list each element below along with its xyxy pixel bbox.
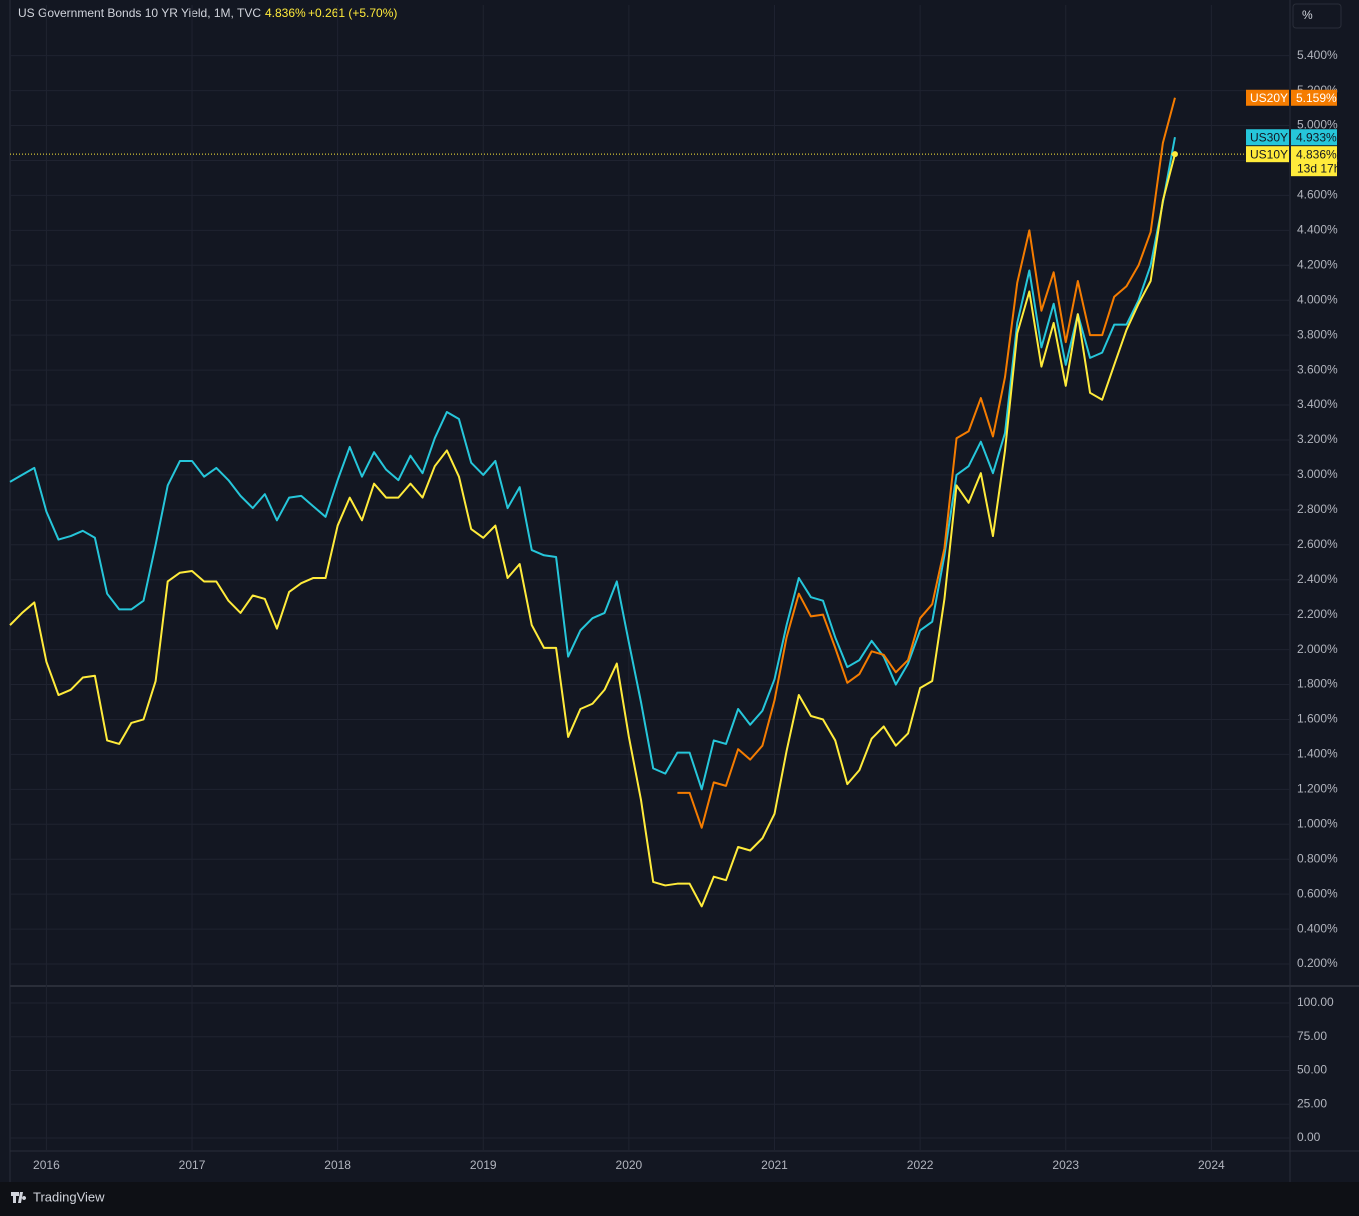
series-badge-name: US30Y: [1250, 130, 1288, 144]
y-tick-label: 0.200%: [1297, 956, 1338, 970]
series-line: [9, 137, 1176, 791]
y-tick-label: 0.400%: [1297, 921, 1338, 935]
value-badge-label: 4.836%: [1296, 147, 1337, 161]
y-tick-label: 5.000%: [1297, 118, 1338, 132]
value-badge: [1291, 89, 1337, 106]
value-badge: [1291, 129, 1337, 146]
series-badge: [1246, 129, 1289, 146]
y-tick-label: 4.400%: [1297, 223, 1338, 237]
x-tick-label: 2023: [1052, 1158, 1079, 1172]
y-tick-label: 3.400%: [1297, 397, 1338, 411]
last-point: [1171, 151, 1178, 158]
y-tick-label: 4.200%: [1297, 257, 1338, 271]
y-tick-label: 75.00: [1297, 1029, 1327, 1043]
y-tick-label: 50.00: [1297, 1063, 1327, 1077]
x-tick-label: 2021: [761, 1158, 788, 1172]
header-last: 4.836%: [265, 6, 306, 20]
y-tick-label: 0.600%: [1297, 886, 1338, 900]
y-tick-label: 2.600%: [1297, 537, 1338, 551]
y-tick-label: 2.400%: [1297, 572, 1338, 586]
x-tick-label: 2016: [33, 1158, 60, 1172]
y-tick-label: 3.800%: [1297, 327, 1338, 341]
value-badge-label: 5.159%: [1296, 91, 1337, 105]
y-tick-label: 3.600%: [1297, 362, 1338, 376]
x-tick-label: 2018: [324, 1158, 351, 1172]
y-tick-label: 0.800%: [1297, 851, 1338, 865]
x-tick-label: 2017: [179, 1158, 206, 1172]
logo: [11, 1192, 27, 1203]
series-line: [677, 97, 1176, 829]
y-tick-label: 0.00: [1297, 1130, 1321, 1144]
brand-name: TradingView: [33, 1189, 105, 1204]
x-tick-label: 2020: [616, 1158, 643, 1172]
y-tick-label: 25.00: [1297, 1096, 1327, 1110]
y-tick-label: 100.00: [1297, 995, 1334, 1009]
scale-button[interactable]: [1292, 3, 1342, 29]
y-tick-label: 1.800%: [1297, 677, 1338, 691]
series-badge-name: US20Y: [1250, 91, 1288, 105]
y-tick-label: 1.000%: [1297, 816, 1338, 830]
series-badge-name: US10Y: [1250, 147, 1288, 161]
series-line: [9, 153, 1176, 908]
y-tick-label: 3.000%: [1297, 467, 1338, 481]
y-tick-label: 3.200%: [1297, 432, 1338, 446]
y-tick-label: 2.200%: [1297, 607, 1338, 621]
scale-button-label[interactable]: %: [1302, 8, 1313, 22]
footer-bar: [0, 1182, 1359, 1216]
x-tick-label: 2024: [1198, 1158, 1225, 1172]
value-badge: [1291, 146, 1337, 177]
y-tick-label: 4.600%: [1297, 188, 1338, 202]
y-tick-label: 1.200%: [1297, 782, 1338, 796]
y-tick-label: 2.800%: [1297, 502, 1338, 516]
y-tick-label: 5.400%: [1297, 48, 1338, 62]
y-tick-label: 2.000%: [1297, 642, 1338, 656]
series-badge: [1246, 146, 1289, 163]
y-tick-label: 4.000%: [1297, 292, 1338, 306]
y-tick-label: 1.600%: [1297, 712, 1338, 726]
x-tick-label: 2019: [470, 1158, 497, 1172]
y-tick-label: 1.400%: [1297, 747, 1338, 761]
series-badge: [1246, 89, 1289, 106]
header-title: US Government Bonds 10 YR Yield, 1M, TVC: [18, 6, 261, 20]
countdown-label: 13d 17h: [1297, 161, 1340, 175]
value-badge-label: 4.933%: [1296, 130, 1337, 144]
header-change: +0.261 (+5.70%): [308, 6, 397, 20]
x-tick-label: 2022: [907, 1158, 934, 1172]
